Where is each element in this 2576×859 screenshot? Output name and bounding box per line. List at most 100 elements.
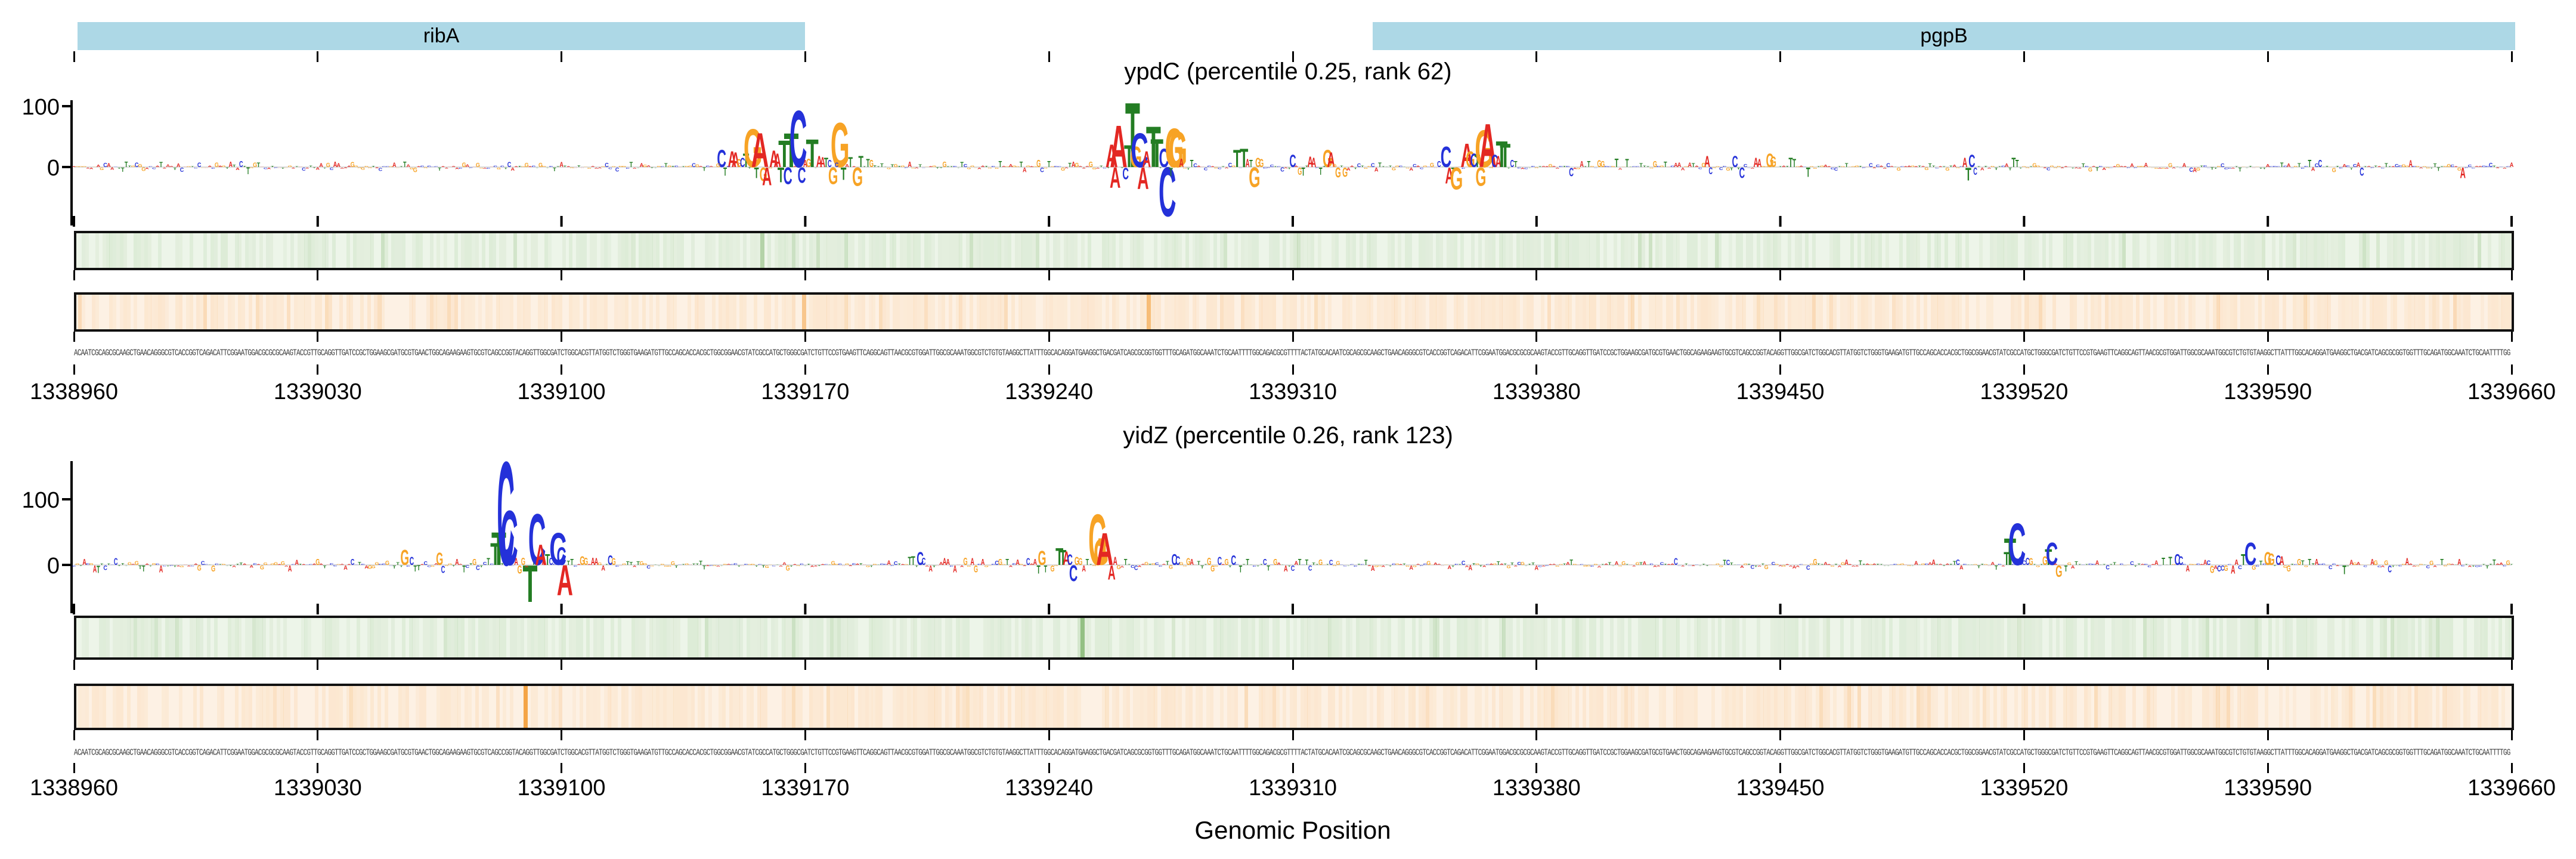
svg-text:T: T: [939, 168, 943, 169]
svg-text:A: A: [1096, 168, 1100, 169]
heatmap-stripe: [1178, 233, 1182, 268]
svg-text:G: G: [413, 167, 417, 174]
svg-text:C: C: [507, 161, 512, 169]
svg-text:T: T: [2273, 566, 2277, 567]
heatmap-stripe: [457, 686, 462, 728]
svg-text:C: C: [2353, 163, 2357, 168]
heatmap-stripe: [2286, 686, 2290, 728]
heatmap-stripe: [1617, 618, 1621, 657]
svg-text:T: T: [1068, 162, 1072, 168]
svg-text:T: T: [946, 166, 950, 168]
svg-text:T: T: [501, 563, 504, 566]
heatmap-stripe: [492, 233, 496, 268]
heatmap-stripe: [534, 686, 538, 728]
svg-text:T: T: [908, 555, 912, 568]
heatmap-stripe: [2000, 686, 2004, 728]
svg-text:A: A: [1120, 565, 1125, 568]
heatmap-stripe: [496, 295, 500, 329]
heatmap-stripe: [1091, 295, 1095, 329]
heatmap-stripe: [739, 295, 744, 329]
heatmap-stripe: [1164, 686, 1168, 728]
heatmap-stripe: [642, 618, 646, 657]
svg-text:A: A: [1465, 565, 1469, 568]
svg-text:C: C: [2245, 564, 2249, 565]
heatmap-stripe: [433, 618, 437, 657]
heatmap-stripe: [426, 295, 430, 329]
heatmap-stripe: [1662, 686, 1667, 728]
heatmap-stripe: [788, 686, 792, 728]
svg-text:A: A: [2213, 564, 2218, 570]
svg-text:G: G: [1990, 166, 1995, 167]
heatmap-stripe: [2150, 686, 2154, 728]
heatmap-stripe: [370, 686, 374, 728]
heatmap-stripe: [826, 295, 831, 329]
heatmap-stripe: [1673, 618, 1677, 657]
x-tick-label: 1339590: [2224, 775, 2312, 801]
svg-text:T: T: [1125, 98, 1140, 187]
svg-text:G: G: [462, 162, 466, 169]
heatmap-stripe: [1429, 618, 1433, 657]
heatmap-stripe: [1826, 295, 1830, 329]
heatmap-stripe: [1067, 233, 1071, 268]
svg-text:G: G: [667, 166, 671, 168]
heatmap-stripe: [213, 295, 218, 329]
heatmap-stripe: [1025, 295, 1029, 329]
heatmap-stripe: [569, 233, 573, 268]
heatmap-stripe: [1833, 686, 1837, 728]
svg-text:T: T: [2437, 166, 2441, 172]
heatmap-stripe: [938, 295, 942, 329]
heatmap-stripe: [2157, 618, 2161, 657]
svg-text:G: G: [834, 564, 838, 566]
heatmap-stripe: [1840, 295, 1844, 329]
panel-1-logo: T T A CTA G T C A T CT AAGCTGTAGAAATTCTCCAGTAATCGG…: [62, 98, 2514, 227]
heatmap-stripe: [1164, 233, 1168, 268]
heatmap-stripe: [2021, 618, 2025, 657]
svg-text:G: G: [260, 564, 264, 570]
svg-text:G: G: [1813, 168, 1817, 169]
svg-text:A: A: [1541, 166, 1546, 168]
svg-text:T: T: [1120, 168, 1124, 169]
svg-text:T: T: [79, 566, 83, 567]
heatmap-stripe: [2108, 295, 2112, 329]
svg-text:A: A: [184, 166, 188, 167]
svg-text:T: T: [452, 566, 456, 567]
heatmap-stripe: [2373, 686, 2377, 728]
heatmap-stripe: [1422, 233, 1426, 268]
heatmap-stripe: [1732, 618, 1736, 657]
heatmap-stripe: [140, 233, 144, 268]
svg-text:A: A: [908, 160, 912, 169]
heatmap-stripe: [1338, 618, 1342, 657]
heatmap-stripe: [1001, 686, 1005, 728]
svg-text:A: A: [455, 168, 459, 170]
heatmap-stripe: [276, 295, 280, 329]
svg-text:T: T: [891, 163, 894, 168]
heatmap-stripe: [2032, 618, 2036, 657]
svg-text:C: C: [1660, 561, 1664, 566]
svg-text:G: G: [2401, 564, 2405, 566]
heatmap-stripe: [1683, 295, 1688, 329]
heatmap-stripe: [743, 295, 747, 329]
heatmap-stripe: [1822, 686, 1826, 728]
heatmap-stripe: [597, 686, 600, 728]
heatmap-stripe: [2240, 618, 2244, 657]
heatmap-stripe: [2185, 618, 2189, 657]
heatmap-stripe: [1519, 233, 1524, 268]
heatmap-stripe: [134, 233, 138, 268]
svg-text:C: C: [2283, 165, 2287, 168]
svg-text:A: A: [1245, 157, 1249, 170]
heatmap-stripe: [732, 618, 736, 657]
svg-text:T: T: [567, 560, 571, 567]
heatmap-stripe: [662, 233, 667, 268]
heatmap-stripe: [1945, 686, 1949, 728]
svg-text:A: A: [820, 155, 825, 171]
heatmap-stripe: [1578, 233, 1583, 268]
heatmap-stripe: [2209, 686, 2213, 728]
heatmap-stripe: [2087, 686, 2091, 728]
heatmap-stripe: [2160, 233, 2165, 268]
svg-text:G: G: [2384, 560, 2388, 567]
heatmap-stripe: [1293, 618, 1297, 657]
svg-text:A: A: [302, 564, 306, 565]
heatmap-stripe: [436, 686, 441, 728]
heatmap-stripe: [1620, 618, 1624, 657]
svg-text:A: A: [2060, 168, 2064, 169]
